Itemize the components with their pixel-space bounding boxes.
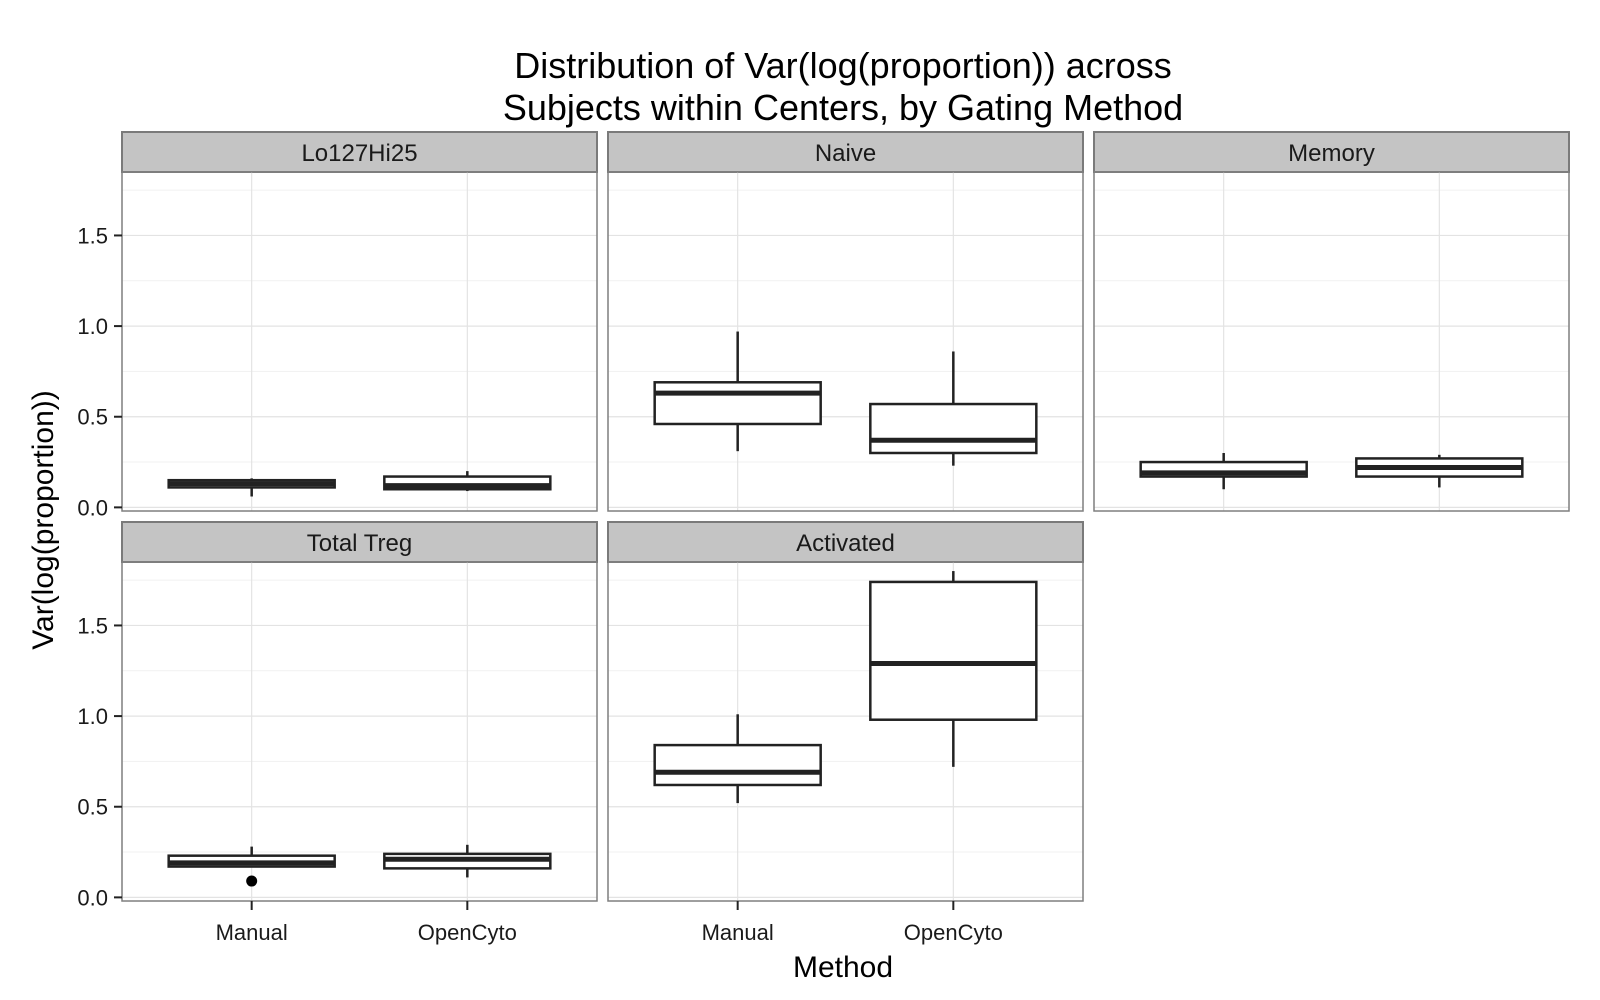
box-opencyto [383,471,552,492]
y-tick-label: 1.0 [77,314,108,339]
box-opencyto [869,351,1038,466]
box-iqr [653,381,822,426]
box-opencyto [869,571,1038,767]
y-tick-label: 1.0 [77,704,108,729]
outlier-point [246,875,258,887]
box-manual [167,846,336,887]
facet-strip-label: Memory [1288,140,1375,167]
facet-strip [121,131,598,173]
panel-border [607,561,1084,902]
facet-strip-label: Lo127Hi25 [301,140,417,167]
facet-strip-label: Activated [796,530,895,557]
panel-border [607,171,1084,512]
chart-title-line-1: Distribution of Var(log(proportion)) acr… [514,45,1172,86]
y-tick-label: 1.5 [77,223,108,248]
box-iqr [869,402,1038,455]
y-tick-label: 0.5 [77,405,108,430]
box-manual [653,331,822,452]
panel-border [121,171,598,512]
y-axis-title: Var(log(proportion)) [27,390,60,650]
facet-strip [121,521,598,563]
y-tick-label: 0.0 [77,495,108,520]
box-iqr [869,580,1038,721]
x-tick-label: OpenCyto [904,920,1003,945]
facet-panel: Total Treg 0.0 0.5 1.0 1.5 Manual OpenCyto [77,521,598,945]
facet-panels: Lo127Hi25 0.0 0.5 1.0 1.5 Naive Memory Total Tr… [77,131,1570,945]
chart-title-line-2: Subjects within Centers, by Gating Metho… [503,87,1183,128]
panel-border [121,561,598,902]
x-tick-label: Manual [216,920,288,945]
facet-panel: Lo127Hi25 0.0 0.5 1.0 1.5 [77,131,598,520]
facet-panel: Activated Manual OpenCyto [607,521,1084,945]
facet-strip-label: Total Treg [307,530,412,557]
box-manual [167,478,336,497]
box-iqr [653,743,822,787]
facet-panel: Naive [607,131,1084,512]
panel-border [1093,171,1570,512]
facet-panel: Memory [1093,131,1570,512]
y-tick-label: 1.5 [77,613,108,638]
box-opencyto [1355,454,1524,488]
facet-strip [607,131,1084,173]
x-tick-label: OpenCyto [418,920,517,945]
x-axis-title: Method [793,951,893,984]
box-manual [1139,452,1308,490]
facet-strip [607,521,1084,563]
y-tick-label: 0.5 [77,795,108,820]
facet-strip-label: Naive [815,140,876,167]
box-manual [653,714,822,804]
x-tick-label: Manual [702,920,774,945]
box-opencyto [383,844,552,878]
y-tick-label: 0.0 [77,885,108,910]
